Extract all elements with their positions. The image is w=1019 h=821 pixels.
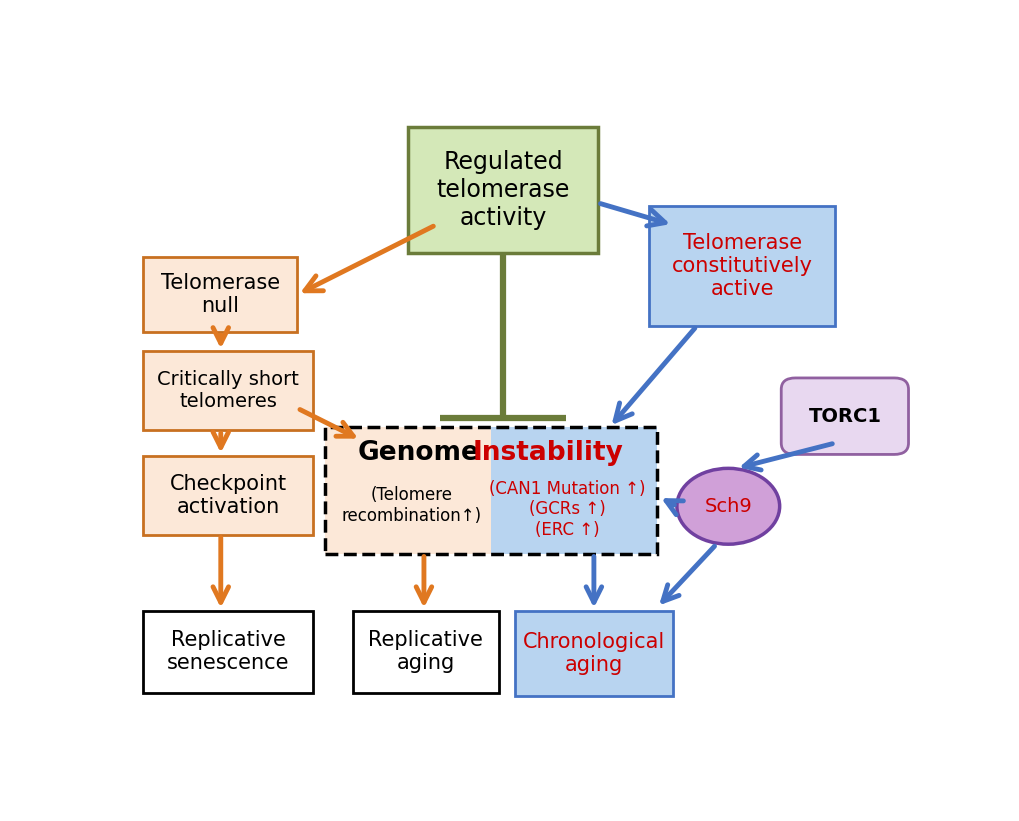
Text: Telomerase
constitutively
active: Telomerase constitutively active: [671, 233, 812, 299]
Text: Critically short
telomeres: Critically short telomeres: [157, 370, 299, 411]
Text: Replicative
aging: Replicative aging: [368, 630, 483, 673]
FancyBboxPatch shape: [143, 456, 313, 534]
FancyBboxPatch shape: [353, 611, 498, 693]
Text: (CAN1 Mutation ↑)
(GCRs ↑)
(ERC ↑): (CAN1 Mutation ↑) (GCRs ↑) (ERC ↑): [489, 479, 645, 539]
Text: (Telomere
recombination↑): (Telomere recombination↑): [341, 486, 481, 525]
Ellipse shape: [677, 468, 779, 544]
Text: Chronological
aging: Chronological aging: [523, 631, 664, 675]
FancyBboxPatch shape: [143, 611, 313, 693]
FancyBboxPatch shape: [325, 427, 491, 553]
FancyBboxPatch shape: [491, 427, 656, 553]
FancyBboxPatch shape: [649, 206, 835, 326]
FancyBboxPatch shape: [515, 611, 673, 696]
FancyBboxPatch shape: [143, 256, 298, 333]
FancyBboxPatch shape: [781, 378, 908, 455]
FancyBboxPatch shape: [408, 127, 597, 254]
Text: Regulated
telomerase
activity: Regulated telomerase activity: [436, 150, 570, 230]
Text: Genome: Genome: [357, 439, 479, 466]
Text: TORC1: TORC1: [808, 406, 880, 425]
Text: Sch9: Sch9: [704, 497, 751, 516]
Text: Replicative
senescence: Replicative senescence: [167, 630, 289, 673]
Text: Instability: Instability: [472, 439, 623, 466]
Text: Checkpoint
activation: Checkpoint activation: [169, 474, 286, 516]
Text: Telomerase
null: Telomerase null: [161, 273, 279, 316]
FancyBboxPatch shape: [143, 351, 313, 430]
